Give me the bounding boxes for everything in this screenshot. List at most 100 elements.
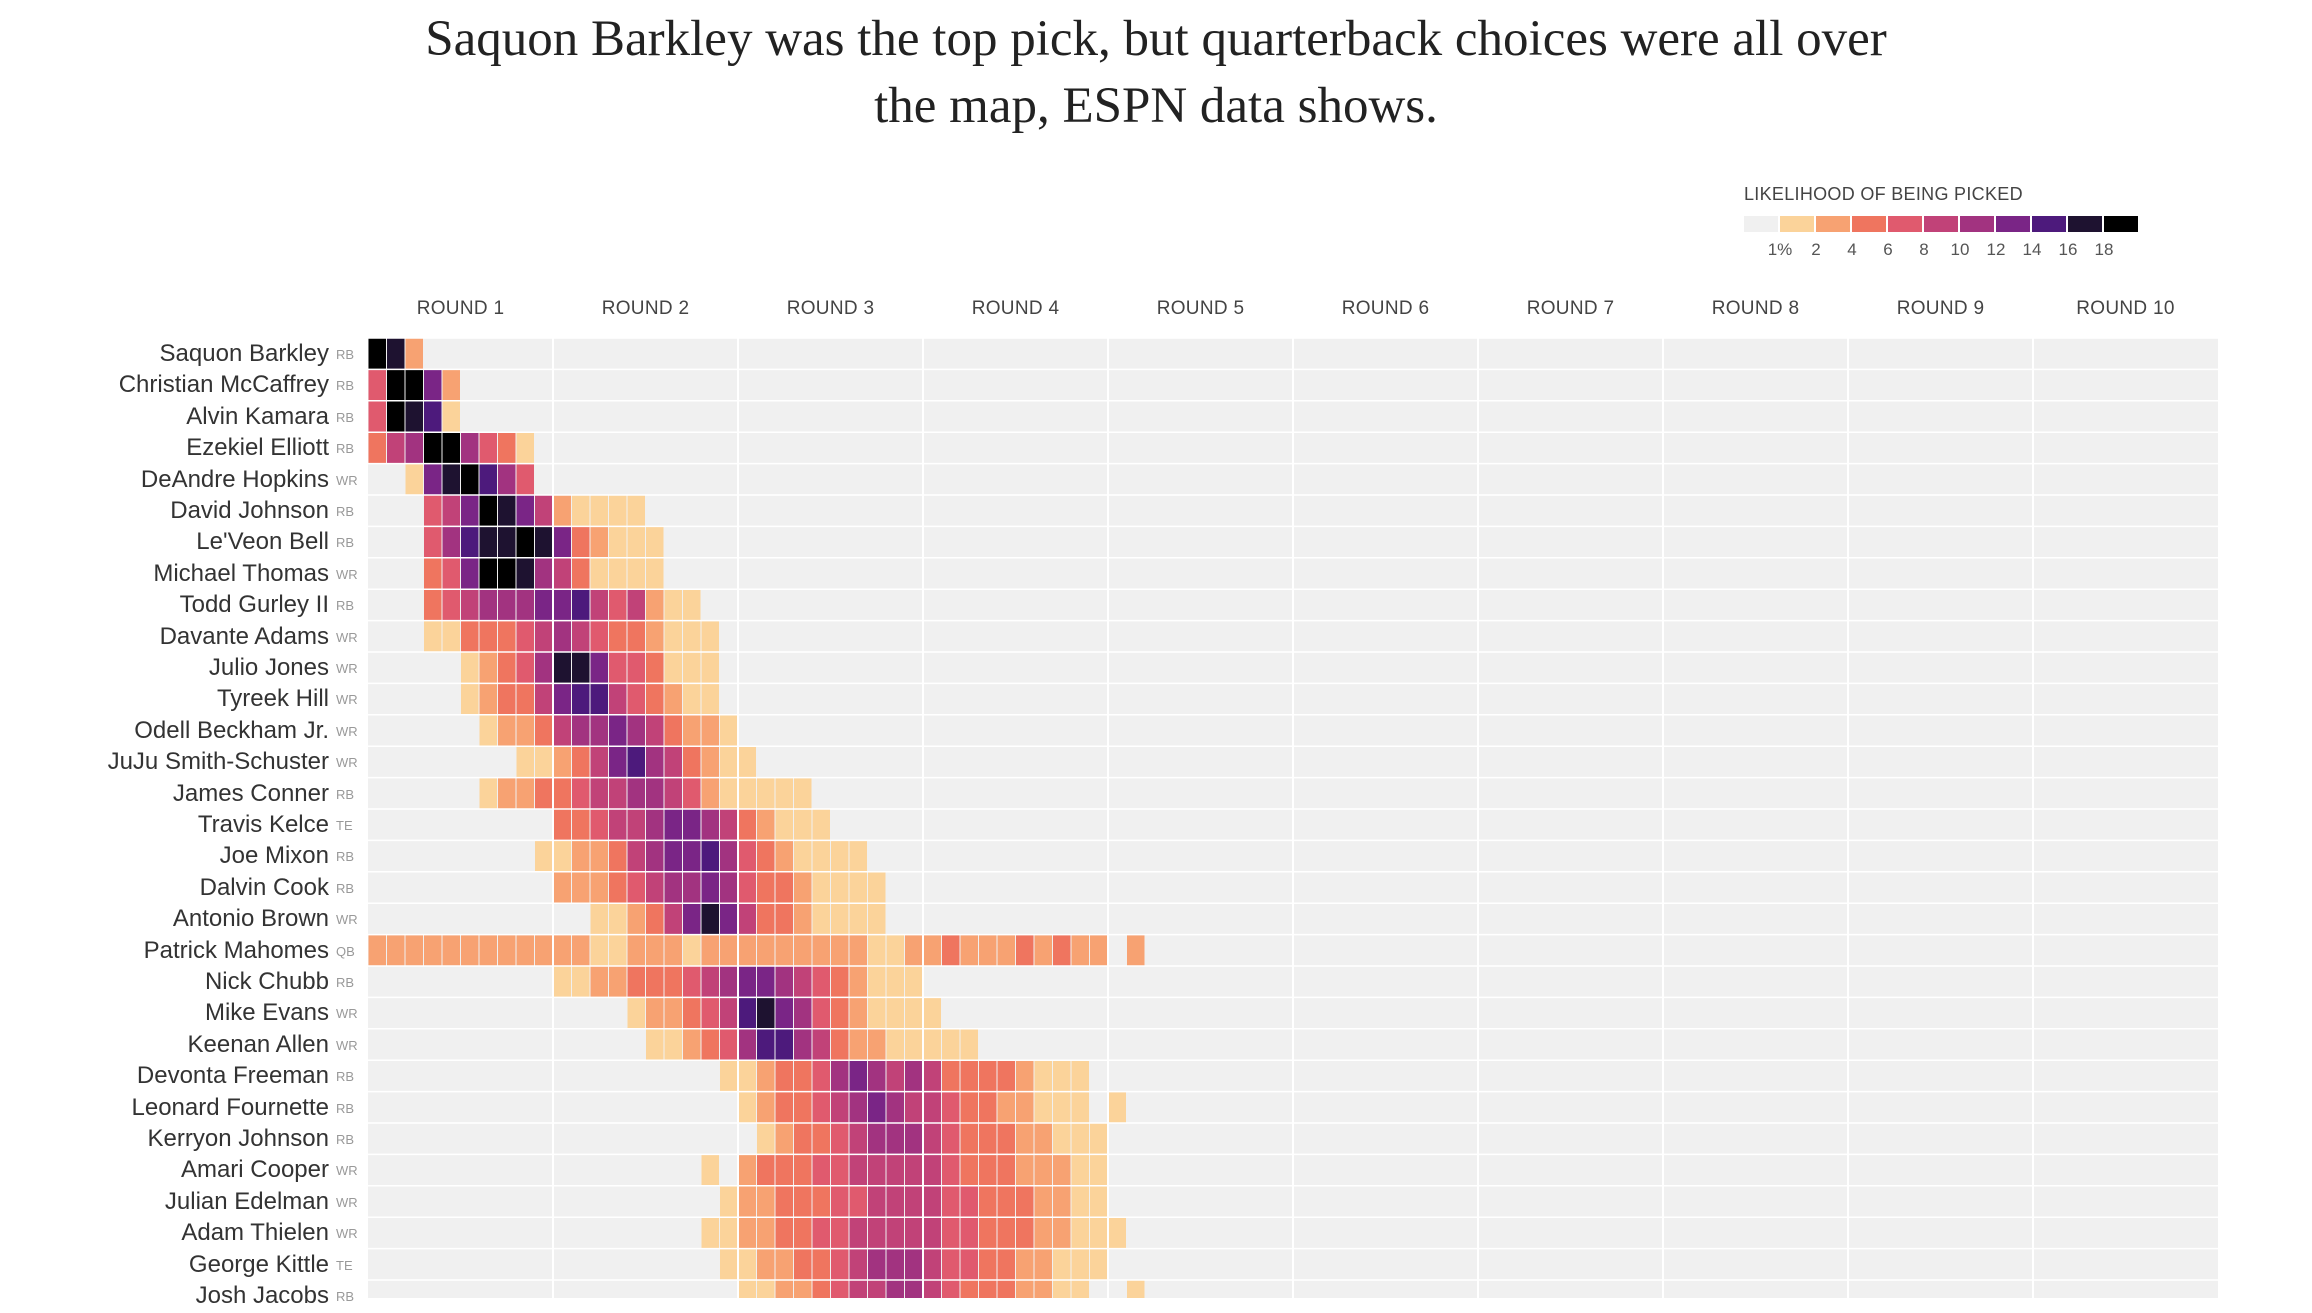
heatmap-cell: [979, 1092, 997, 1123]
heatmap-cell: [868, 1217, 886, 1249]
heatmap-cell: [997, 1092, 1015, 1123]
player-row: Odell Beckham Jr. WR: [0, 715, 370, 746]
heatmap-cell: [535, 526, 553, 558]
player-position: WR: [336, 723, 358, 739]
heatmap-cell: [609, 966, 627, 997]
heatmap-cell: [498, 652, 516, 683]
heatmap-cell: [479, 464, 497, 495]
heatmap-cell: [997, 1280, 1015, 1298]
heatmap-cell: [683, 966, 701, 997]
heatmap-cell: [979, 1060, 997, 1092]
heatmap-cell: [812, 809, 830, 840]
heatmap-cell: [812, 1186, 830, 1217]
player-row: Leonard Fournette RB: [0, 1092, 370, 1123]
player-row: Mike Evans WR: [0, 997, 370, 1028]
heatmap-cell: [461, 589, 479, 621]
heatmap-cell: [516, 495, 534, 526]
player-name: James Conner: [172, 779, 329, 807]
heatmap-cell: [775, 1029, 793, 1060]
heatmap-cell: [738, 746, 756, 778]
heatmap-cell: [646, 997, 664, 1029]
heatmap-cell: [960, 1249, 978, 1280]
player-row: Michael Thomas WR: [0, 558, 370, 589]
heatmap-cell: [868, 1123, 886, 1154]
heatmap-cell: [1053, 1092, 1071, 1123]
heatmap-cell: [1127, 1280, 1145, 1298]
heatmap-cell: [794, 1154, 812, 1186]
heatmap-cell: [701, 715, 719, 746]
heatmap-cell: [1127, 935, 1145, 966]
heatmap-cell: [886, 1123, 904, 1154]
heatmap-cell: [868, 1249, 886, 1280]
heatmap-cell: [775, 1280, 793, 1298]
heatmap-cell: [590, 715, 608, 746]
heatmap-cell: [979, 1123, 997, 1154]
heatmap-cell: [960, 1154, 978, 1186]
player-position: TE: [336, 1257, 353, 1273]
heatmap-cell: [368, 432, 386, 464]
heatmap-cell: [923, 1029, 941, 1060]
heatmap-cell: [609, 903, 627, 935]
heatmap-cell: [442, 495, 460, 526]
heatmap-cell: [646, 715, 664, 746]
heatmap-cell: [553, 558, 571, 589]
heatmap-cell: [516, 621, 534, 652]
player-row: Josh Jacobs RB: [0, 1280, 370, 1311]
heatmap-cell: [405, 369, 423, 401]
heatmap-cell: [997, 935, 1015, 966]
heatmap-cell: [701, 840, 719, 872]
heatmap-cell: [775, 966, 793, 997]
heatmap-cell: [479, 495, 497, 526]
heatmap-cell: [664, 621, 682, 652]
player-position: WR: [336, 912, 358, 928]
heatmap-cell: [701, 1029, 719, 1060]
player-row: JuJu Smith-Schuster WR: [0, 746, 370, 777]
heatmap-cell: [646, 809, 664, 840]
heatmap-cell: [997, 1154, 1015, 1186]
heatmap-cell: [627, 589, 645, 621]
heatmap-cell: [1034, 935, 1052, 966]
heatmap-cell: [794, 903, 812, 935]
heatmap-cell: [461, 652, 479, 683]
player-position: RB: [336, 535, 355, 551]
round-label: ROUND 3: [786, 298, 875, 319]
heatmap-cell: [979, 1154, 997, 1186]
player-row: Davante Adams WR: [0, 621, 370, 652]
player-position: WR: [336, 1163, 358, 1179]
heatmap-cell: [1034, 1186, 1052, 1217]
heatmap-cell: [1071, 1123, 1089, 1154]
heatmap-cell: [535, 746, 553, 778]
heatmap-cell: [1053, 1154, 1071, 1186]
heatmap-cell: [553, 652, 571, 683]
heatmap-cell: [738, 997, 756, 1029]
heatmap-cell: [1071, 935, 1089, 966]
heatmap-cell: [683, 1029, 701, 1060]
heatmap-cell: [738, 1029, 756, 1060]
heatmap-cell: [831, 1186, 849, 1217]
heatmap-cell: [701, 683, 719, 715]
legend-swatch: [1996, 216, 2030, 232]
player-row: Travis Kelce TE: [0, 809, 370, 840]
heatmap-cell: [646, 778, 664, 809]
heatmap-cell: [794, 809, 812, 840]
heatmap-cell: [757, 1217, 775, 1249]
player-position: RB: [336, 598, 355, 614]
legend-swatch: [1744, 216, 1778, 232]
player-name: Devonta Freeman: [136, 1062, 329, 1090]
heatmap-cell: [387, 935, 405, 966]
heatmap-cell: [849, 1060, 867, 1092]
player-row: Christian McCaffrey RB: [0, 369, 370, 400]
heatmap-cell: [886, 966, 904, 997]
heatmap-cell: [405, 464, 423, 495]
heatmap-cell: [479, 432, 497, 464]
heatmap-cell: [738, 1280, 756, 1298]
heatmap-cell: [942, 1280, 960, 1298]
player-row: Kerryon Johnson RB: [0, 1123, 370, 1154]
player-position: TE: [336, 818, 353, 833]
heatmap-cell: [886, 1217, 904, 1249]
heatmap-cell: [831, 903, 849, 935]
player-name: Joe Mixon: [219, 842, 329, 870]
heatmap-cell: [757, 1092, 775, 1123]
heatmap-cell: [905, 966, 923, 997]
heatmap-cell: [831, 1123, 849, 1154]
